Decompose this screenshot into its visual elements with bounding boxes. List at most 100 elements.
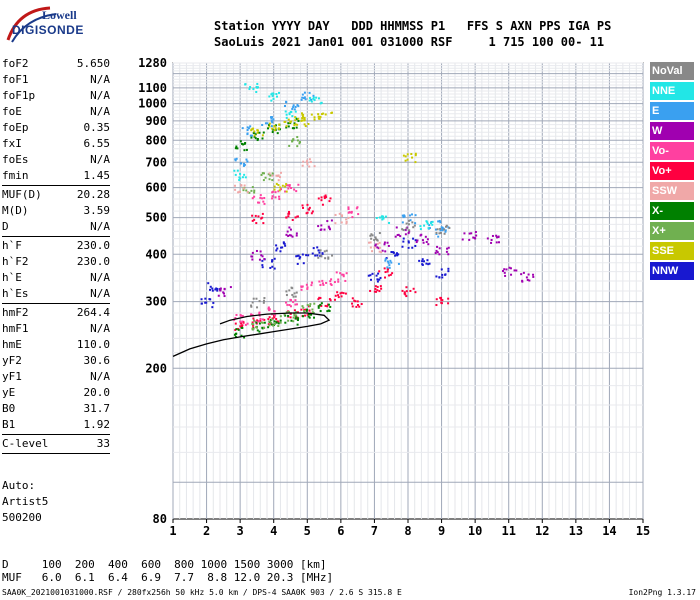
echo-point: [287, 210, 290, 213]
echo-point: [295, 311, 298, 314]
echo-point: [446, 247, 449, 250]
echo-point: [296, 139, 299, 142]
y-tick-label: 900: [145, 114, 167, 128]
echo-point: [401, 214, 404, 217]
echo-point: [303, 310, 306, 313]
echo-point: [310, 212, 313, 215]
echo-point: [415, 241, 418, 244]
echo-point: [277, 91, 280, 94]
echo-point: [315, 96, 318, 99]
echo-point: [279, 176, 282, 179]
echo-point: [297, 117, 300, 120]
auto-version: 500200: [2, 511, 42, 524]
echo-point: [310, 100, 313, 103]
echo-point: [333, 281, 336, 284]
echo-point: [234, 322, 237, 325]
param-row: MUF(D) 20.28: [2, 187, 110, 203]
param-value: 0.35: [83, 121, 111, 134]
echo-point: [285, 126, 288, 129]
echo-point: [308, 309, 311, 312]
autoscaling-info: Auto: Artist5 500200: [2, 478, 48, 526]
echo-point: [288, 112, 291, 115]
echo-point: [290, 120, 293, 123]
echo-point: [344, 279, 347, 282]
echo-point: [296, 254, 299, 257]
echo-point: [303, 311, 306, 314]
echo-point: [357, 213, 360, 216]
echo-point: [287, 122, 290, 125]
echo-point: [287, 118, 290, 121]
echo-point: [496, 236, 499, 239]
distance-muf-table: D 100 200 400 600 800 1000 1500 3000 [km…: [2, 558, 333, 584]
param-value: 3.59: [83, 204, 111, 217]
echo-point: [324, 257, 327, 260]
echo-point: [441, 299, 444, 302]
echo-point: [347, 216, 350, 219]
echo-point: [325, 249, 328, 252]
echo-point: [259, 196, 262, 199]
echo-point: [271, 121, 274, 124]
echo-point: [211, 287, 214, 290]
param-value: 110.0: [76, 338, 110, 351]
echo-point: [407, 241, 410, 244]
echo-point: [310, 284, 313, 287]
echo-point: [384, 271, 387, 274]
echo-point: [308, 91, 311, 94]
echo-point: [267, 306, 270, 309]
echo-point: [293, 108, 296, 111]
echo-point: [384, 250, 387, 253]
echo-point: [208, 298, 211, 301]
echo-point: [287, 234, 290, 237]
echo-point: [439, 231, 442, 234]
echo-point: [256, 201, 259, 204]
echo-point: [320, 254, 323, 257]
echo-point: [503, 271, 506, 274]
echo-point: [307, 208, 310, 211]
echo-point: [253, 195, 256, 198]
echo-point: [421, 263, 424, 266]
echo-point: [267, 318, 270, 321]
echo-point: [258, 314, 261, 317]
echo-point: [376, 289, 379, 292]
echo-point: [277, 325, 280, 328]
param-value: 31.7: [83, 402, 111, 415]
echo-point: [244, 141, 247, 144]
param-row: yE 20.0: [2, 385, 110, 401]
echo-point: [447, 246, 450, 249]
echo-point: [302, 113, 305, 116]
echo-point: [216, 289, 219, 292]
echo-point: [309, 313, 312, 316]
echo-point: [302, 262, 305, 265]
echo-point: [311, 308, 314, 311]
echo-point: [250, 136, 253, 139]
echo-point: [263, 202, 266, 205]
echo-point: [330, 219, 333, 222]
echo-point: [345, 272, 348, 275]
echo-point: [240, 184, 243, 187]
echo-point: [296, 123, 299, 126]
echo-point: [435, 275, 438, 278]
echo-point: [377, 247, 380, 250]
echo-point: [320, 113, 323, 116]
echo-point: [329, 197, 332, 200]
echo-point: [301, 119, 304, 122]
param-label: B1: [2, 418, 16, 431]
echo-point: [270, 116, 273, 119]
x-tick-label: 14: [602, 524, 616, 538]
echo-point: [339, 272, 342, 275]
echo-point: [319, 303, 322, 306]
echo-point: [253, 135, 256, 138]
echo-point: [403, 215, 406, 218]
echo-point: [425, 241, 428, 244]
echo-point: [273, 316, 276, 319]
echo-point: [386, 270, 389, 273]
x-tick-label: 5: [304, 524, 311, 538]
echo-point: [235, 328, 238, 331]
echo-point: [339, 292, 342, 295]
echo-point: [329, 305, 332, 308]
echo-point: [248, 88, 251, 91]
echo-point: [317, 97, 320, 100]
echo-point: [383, 267, 386, 270]
echo-point: [280, 246, 283, 249]
echo-point: [289, 316, 292, 319]
